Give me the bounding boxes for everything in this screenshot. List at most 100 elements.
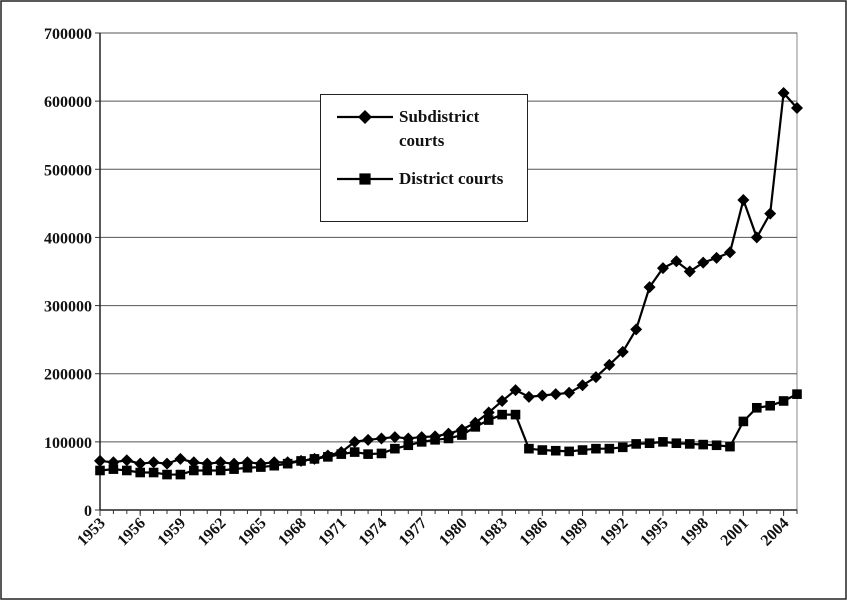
marker	[563, 386, 576, 399]
x-tick-label: 1959	[155, 515, 190, 550]
marker	[215, 465, 226, 476]
y-tick-label: 200000	[44, 367, 92, 384]
marker	[416, 437, 427, 447]
marker	[443, 433, 454, 444]
x-tick-label: 1983	[476, 515, 511, 550]
y-tick-label: 700000	[44, 26, 92, 43]
marker	[697, 256, 710, 269]
marker	[457, 430, 467, 440]
marker	[242, 462, 253, 473]
marker	[358, 110, 372, 124]
marker	[309, 454, 320, 464]
marker	[737, 193, 750, 206]
marker	[725, 441, 735, 452]
marker	[214, 456, 227, 469]
marker	[202, 465, 213, 476]
marker	[522, 390, 535, 403]
marker	[187, 456, 200, 469]
marker	[710, 251, 723, 264]
marker	[658, 437, 668, 447]
marker	[778, 396, 789, 406]
y-tick-label: 100000	[44, 435, 92, 452]
marker	[536, 389, 549, 402]
marker	[95, 465, 105, 476]
x-tick-label: 1995	[637, 515, 672, 550]
marker	[174, 452, 187, 465]
marker	[684, 439, 695, 449]
marker	[363, 449, 373, 459]
marker	[496, 394, 509, 407]
marker	[470, 422, 481, 432]
marker	[161, 457, 174, 470]
x-tick-label: 1953	[74, 515, 109, 550]
marker	[711, 440, 722, 451]
x-tick-label: 2004	[758, 515, 793, 550]
marker	[777, 86, 790, 99]
y-tick-label: 500000	[44, 162, 92, 179]
x-tick-label: 1956	[114, 515, 149, 550]
marker	[604, 443, 615, 454]
x-tick-label: 1977	[396, 515, 431, 550]
marker	[497, 409, 507, 420]
marker	[189, 465, 199, 476]
marker	[537, 445, 548, 455]
x-tick-label: 1992	[597, 515, 632, 550]
x-tick-label: 2001	[718, 515, 753, 550]
marker	[296, 456, 306, 466]
y-tick-label: 0	[84, 503, 92, 520]
x-tick-label: 1980	[436, 515, 471, 550]
marker	[349, 447, 360, 457]
marker	[359, 173, 371, 185]
marker	[738, 416, 749, 427]
legend-symbol	[337, 110, 393, 124]
marker	[147, 456, 160, 469]
marker	[510, 409, 521, 420]
marker	[348, 435, 361, 448]
marker	[576, 379, 589, 392]
x-tick-label: 1986	[517, 515, 552, 550]
marker	[603, 358, 616, 371]
marker	[282, 458, 293, 469]
marker	[670, 255, 683, 268]
marker	[656, 262, 669, 275]
marker	[148, 467, 159, 478]
marker	[643, 281, 656, 294]
marker	[589, 371, 602, 384]
marker	[698, 439, 708, 450]
marker	[524, 443, 534, 454]
x-tick-label: 1974	[356, 515, 391, 550]
marker	[134, 457, 147, 470]
marker	[122, 465, 132, 476]
y-tick-label: 600000	[44, 94, 92, 111]
marker	[362, 433, 375, 446]
legend-label: Subdistrict courts	[399, 107, 480, 150]
x-tick-label: 1989	[557, 515, 592, 550]
marker	[323, 452, 333, 462]
x-tick-label: 1968	[275, 515, 310, 550]
marker	[683, 265, 696, 278]
marker	[483, 415, 494, 425]
marker	[751, 402, 762, 413]
marker	[644, 438, 655, 449]
x-tick-label: 1971	[315, 515, 350, 550]
marker	[750, 231, 763, 244]
marker	[135, 467, 146, 478]
marker	[671, 438, 682, 449]
marker	[765, 400, 775, 411]
marker	[792, 389, 802, 399]
marker	[577, 445, 588, 455]
marker	[162, 469, 172, 480]
marker	[564, 446, 574, 457]
x-tick-label: 1998	[677, 515, 712, 550]
marker	[376, 448, 387, 459]
marker	[616, 345, 629, 358]
marker	[509, 384, 522, 397]
marker	[390, 443, 400, 454]
marker	[591, 443, 601, 454]
marker	[403, 440, 414, 451]
marker	[630, 323, 643, 336]
marker	[723, 246, 736, 259]
